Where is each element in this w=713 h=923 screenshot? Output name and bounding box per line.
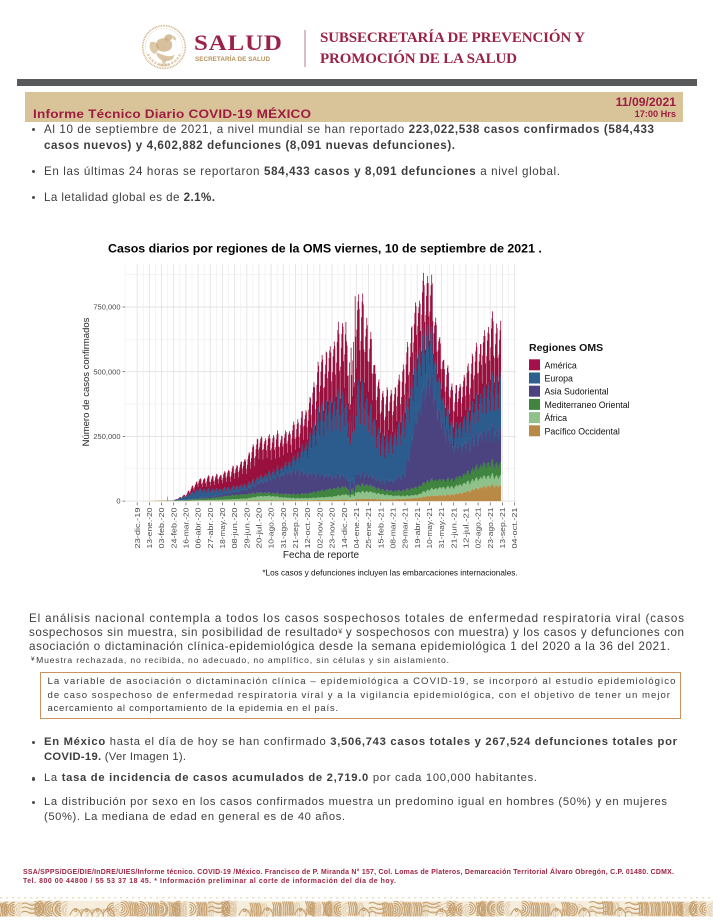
svg-text:02-ago.-21: 02-ago.-21: [476, 507, 483, 548]
svg-text:Regiones OMS: Regiones OMS: [529, 342, 603, 354]
svg-text:12-oct.-20: 12-oct.-20: [305, 507, 312, 548]
svg-text:Número de casos confirmados: Número de casos confirmados: [81, 317, 92, 446]
svg-text:13-ene.-20: 13-ene.-20: [147, 507, 154, 548]
svg-text:18-may.-20: 18-may.-20: [220, 507, 227, 548]
svg-text:250,000: 250,000: [93, 432, 120, 441]
svg-text:31-ago.-20: 31-ago.-20: [281, 507, 288, 548]
svg-text:América: América: [545, 360, 577, 370]
svg-text:10-ago.-20: 10-ago.-20: [269, 507, 276, 548]
svg-text:08-jun.-20: 08-jun.-20: [232, 507, 239, 548]
svg-text:06-abr.-20: 06-abr.-20: [196, 507, 203, 548]
svg-text:20-jul.-20: 20-jul.-20: [257, 507, 264, 548]
svg-text:23-nov.-20: 23-nov.-20: [330, 507, 337, 548]
svg-text:27-abr.-20: 27-abr.-20: [208, 507, 215, 548]
svg-text:0: 0: [116, 497, 120, 506]
svg-text:02-nov.-20: 02-nov.-20: [317, 507, 324, 548]
svg-text:África: África: [545, 413, 568, 423]
svg-text:29-mar.-21: 29-mar.-21: [403, 507, 410, 548]
svg-text:Mediterraneo Oriental: Mediterraneo Oriental: [545, 400, 630, 410]
svg-text:21-sep.-20: 21-sep.-20: [293, 507, 300, 548]
svg-text:21-jun.-21: 21-jun.-21: [451, 507, 458, 548]
svg-text:Europa: Europa: [545, 374, 573, 384]
svg-text:08-mar.-21: 08-mar.-21: [391, 507, 398, 548]
svg-text:500,000: 500,000: [93, 367, 120, 376]
svg-text:16-mar.-20: 16-mar.-20: [184, 507, 191, 548]
svg-text:Pacífico Occidental: Pacífico Occidental: [545, 426, 620, 436]
svg-text:Fecha de reporte: Fecha de reporte: [283, 550, 360, 561]
svg-text:23-dic.-19: 23-dic.-19: [135, 507, 142, 548]
svg-text:750,000: 750,000: [93, 303, 120, 312]
svg-text:12-jul.-21: 12-jul.-21: [464, 507, 471, 548]
svg-text:15-feb.-21: 15-feb.-21: [378, 507, 385, 548]
svg-text:14-dic.-20: 14-dic.-20: [342, 507, 349, 548]
svg-text:04-oct.-21: 04-oct.-21: [512, 507, 519, 548]
svg-text:31-may.-21: 31-may.-21: [439, 507, 446, 548]
svg-text:24-feb.-20: 24-feb.-20: [171, 507, 178, 548]
svg-text:Asia Sudoriental: Asia Sudoriental: [545, 387, 609, 397]
svg-text:10-may.-21: 10-may.-21: [427, 507, 434, 548]
svg-text:19-abr.-21: 19-abr.-21: [415, 507, 422, 548]
svg-text:13-sep.-21: 13-sep.-21: [500, 507, 507, 548]
svg-text:04-ene.-21: 04-ene.-21: [354, 507, 361, 548]
svg-text:*Los casos y defunciones inclu: *Los casos y defunciones incluyen las em…: [262, 569, 517, 578]
svg-text:Casos diarios por regiones de: Casos diarios por regiones de la OMS vie…: [108, 242, 542, 256]
svg-text:29-jun.-20: 29-jun.-20: [244, 507, 251, 548]
svg-text:03-feb.-20: 03-feb.-20: [159, 507, 166, 548]
svg-text:23-ago.-21: 23-ago.-21: [488, 507, 495, 548]
svg-text:25-ene.-21: 25-ene.-21: [366, 507, 373, 548]
